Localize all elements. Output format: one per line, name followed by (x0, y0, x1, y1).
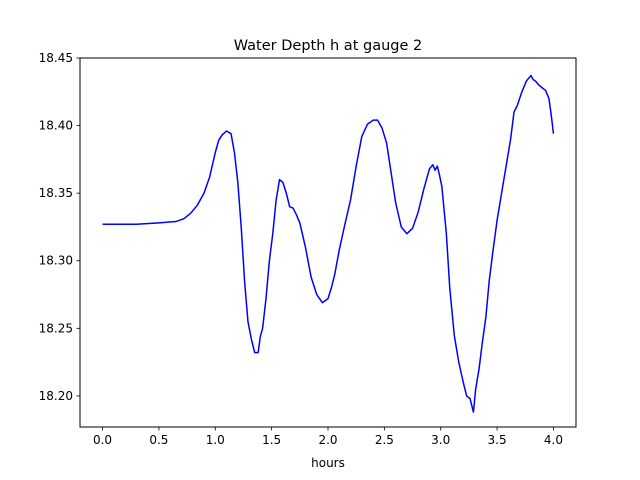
x-tick-label: 4.0 (544, 433, 563, 447)
x-tick-label: 3.5 (488, 433, 507, 447)
x-tick-label: 0.0 (93, 433, 112, 447)
x-tick-label: 2.0 (318, 433, 337, 447)
y-tick-label: 18.35 (39, 186, 73, 200)
x-tick-label: 3.0 (431, 433, 450, 447)
y-tick-label: 18.20 (39, 389, 73, 403)
y-tick-label: 18.30 (39, 254, 73, 268)
series-line (102, 74, 555, 413)
y-tick-label: 18.40 (39, 119, 73, 133)
x-tick-label: 0.5 (149, 433, 168, 447)
x-axis-label: hours (311, 456, 345, 470)
series-layer (102, 74, 555, 413)
x-axis: 0.0 0.5 1.0 1.5 2.0 2.5 3.0 3.5 4.0 (93, 427, 563, 447)
x-tick-label: 1.5 (262, 433, 281, 447)
y-tick-label: 18.45 (39, 51, 73, 65)
y-tick-label: 18.25 (39, 321, 73, 335)
x-tick-label: 1.0 (206, 433, 225, 447)
chart-title: Water Depth h at gauge 2 (234, 38, 422, 54)
y-axis: 18.20 18.25 18.30 18.35 18.40 18.45 (39, 51, 80, 403)
plot-background (80, 58, 576, 427)
x-tick-label: 2.5 (375, 433, 394, 447)
